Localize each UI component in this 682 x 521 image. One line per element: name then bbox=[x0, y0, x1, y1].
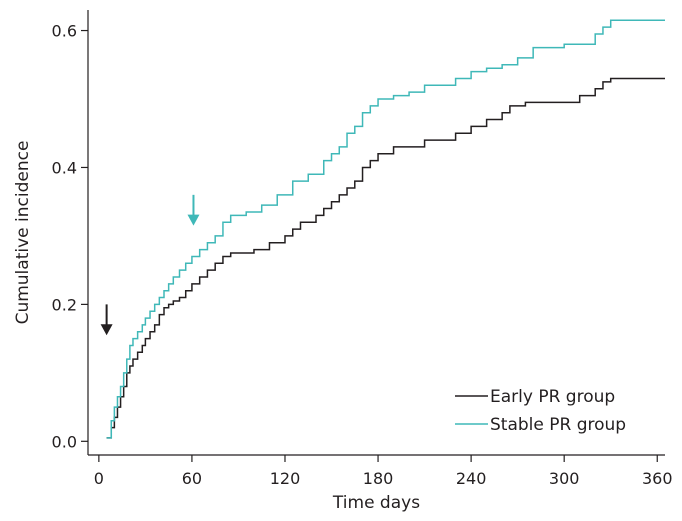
legend: Early PR group Stable PR group bbox=[455, 387, 626, 435]
ticks: 0 60 120 180 240 300 360 0.0 0.2 0.4 0.6 bbox=[52, 22, 673, 488]
y-tick-label: 0.6 bbox=[52, 22, 77, 41]
legend-label-stable-pr: Stable PR group bbox=[490, 415, 626, 435]
y-tick-label: 0.0 bbox=[52, 432, 77, 451]
series-line-early-pr bbox=[106, 77, 665, 439]
x-axis-title: Time days bbox=[332, 493, 420, 513]
annotations bbox=[100, 194, 200, 336]
x-tick-label: 0 bbox=[94, 469, 104, 488]
axes bbox=[87, 10, 665, 456]
x-tick-label: 360 bbox=[642, 469, 673, 488]
series-line-stable-pr bbox=[106, 19, 665, 439]
x-tick-label: 60 bbox=[182, 469, 202, 488]
x-tick-label: 240 bbox=[456, 469, 487, 488]
plot-area bbox=[106, 19, 665, 439]
early-pr-arrow bbox=[100, 304, 113, 336]
y-axis-title: Cumulative incidence bbox=[13, 141, 33, 325]
legend-label-early-pr: Early PR group bbox=[490, 387, 615, 407]
stable-pr-arrow bbox=[187, 194, 200, 226]
x-tick-label: 300 bbox=[549, 469, 580, 488]
x-tick-label: 120 bbox=[270, 469, 301, 488]
y-tick-label: 0.4 bbox=[52, 158, 77, 177]
y-tick-label: 0.2 bbox=[52, 295, 77, 314]
x-tick-label: 180 bbox=[363, 469, 394, 488]
